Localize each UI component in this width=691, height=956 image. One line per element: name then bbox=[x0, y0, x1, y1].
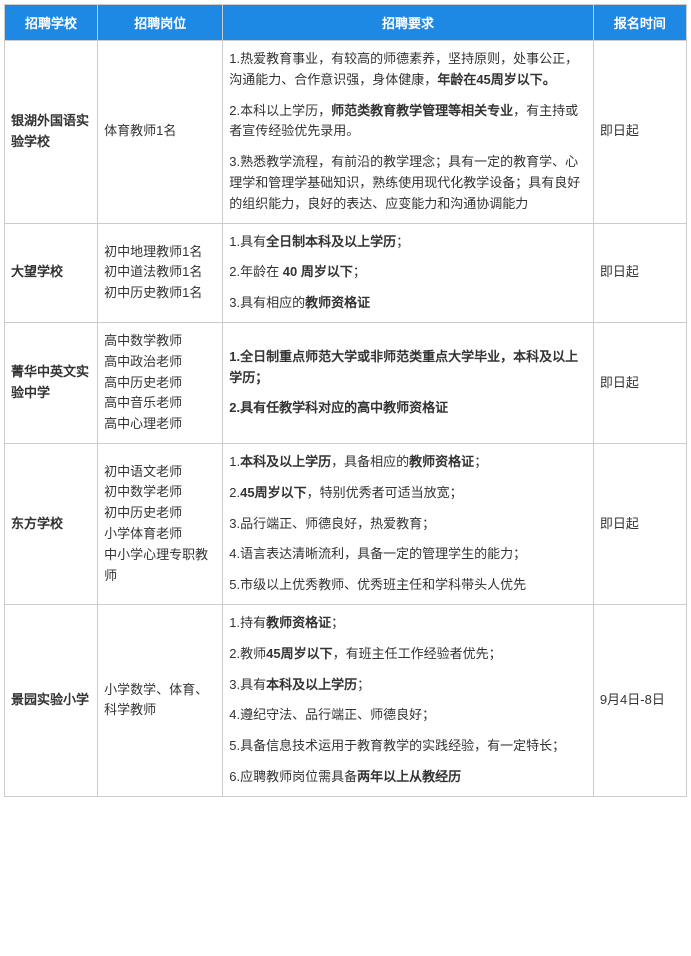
cell-requirement: 1.具有全日制本科及以上学历；2.年龄在 40 周岁以下；3.具有相应的教师资格… bbox=[223, 223, 594, 322]
cell-time: 即日起 bbox=[593, 223, 686, 322]
position-line: 高中历史老师 bbox=[104, 373, 216, 394]
cell-position: 初中语文老师初中数学老师初中历史老师小学体育老师中小学心理专职教师 bbox=[98, 443, 223, 604]
cell-school: 东方学校 bbox=[5, 443, 98, 604]
cell-time: 即日起 bbox=[593, 41, 686, 224]
position-line: 高中音乐老师 bbox=[104, 393, 216, 414]
table-row: 银湖外国语实验学校体育教师1名 1.热爱教育事业，有较高的师德素养，坚持原则，处事… bbox=[5, 41, 687, 224]
header-position: 招聘岗位 bbox=[98, 5, 223, 41]
cell-school: 银湖外国语实验学校 bbox=[5, 41, 98, 224]
recruitment-table: 招聘学校 招聘岗位 招聘要求 报名时间 银湖外国语实验学校体育教师1名 1.热爱教… bbox=[4, 4, 687, 797]
position-line: 初中历史老师 bbox=[104, 503, 216, 524]
position-line: 初中历史教师1名 bbox=[104, 283, 216, 304]
position-line: 小学体育老师 bbox=[104, 524, 216, 545]
cell-school: 大望学校 bbox=[5, 223, 98, 322]
position-line: 初中数学老师 bbox=[104, 482, 216, 503]
position-line: 初中地理教师1名 bbox=[104, 242, 216, 263]
position-line: 初中语文老师 bbox=[104, 462, 216, 483]
position-line: 高中数学教师 bbox=[104, 331, 216, 352]
table-row: 景园实验小学小学数学、体育、科学教师1.持有教师资格证；2.教师45周岁以下，有… bbox=[5, 604, 687, 796]
position-line: 中小学心理专职教师 bbox=[104, 545, 216, 587]
cell-time: 9月4日-8日 bbox=[593, 604, 686, 796]
cell-position: 小学数学、体育、科学教师 bbox=[98, 604, 223, 796]
position-line: 高中心理老师 bbox=[104, 414, 216, 435]
position-line: 高中政治老师 bbox=[104, 352, 216, 373]
table-row: 菁华中英文实验中学高中数学教师高中政治老师高中历史老师高中音乐老师高中心理老师1… bbox=[5, 322, 687, 443]
cell-position: 初中地理教师1名初中道法教师1名初中历史教师1名 bbox=[98, 223, 223, 322]
cell-school: 菁华中英文实验中学 bbox=[5, 322, 98, 443]
cell-time: 即日起 bbox=[593, 443, 686, 604]
cell-school: 景园实验小学 bbox=[5, 604, 98, 796]
header-requirement: 招聘要求 bbox=[223, 5, 594, 41]
table-row: 大望学校初中地理教师1名初中道法教师1名初中历史教师1名1.具有全日制本科及以上… bbox=[5, 223, 687, 322]
header-school: 招聘学校 bbox=[5, 5, 98, 41]
cell-position: 体育教师1名 bbox=[98, 41, 223, 224]
cell-requirement: 1.持有教师资格证；2.教师45周岁以下，有班主任工作经验者优先；3.具有本科及… bbox=[223, 604, 594, 796]
cell-requirement: 1.全日制重点师范大学或非师范类重点大学毕业，本科及以上学历；2.具有任教学科对… bbox=[223, 322, 594, 443]
cell-position: 高中数学教师高中政治老师高中历史老师高中音乐老师高中心理老师 bbox=[98, 322, 223, 443]
cell-time: 即日起 bbox=[593, 322, 686, 443]
position-line: 小学数学、体育、科学教师 bbox=[104, 680, 216, 722]
table-row: 东方学校初中语文老师初中数学老师初中历史老师小学体育老师中小学心理专职教师1.本… bbox=[5, 443, 687, 604]
table-header-row: 招聘学校 招聘岗位 招聘要求 报名时间 bbox=[5, 5, 687, 41]
position-line: 体育教师1名 bbox=[104, 121, 216, 142]
position-line: 初中道法教师1名 bbox=[104, 262, 216, 283]
cell-requirement: 1.热爱教育事业，有较高的师德素养，坚持原则，处事公正，沟通能力、合作意识强，身… bbox=[223, 41, 594, 224]
cell-requirement: 1.本科及以上学历，具备相应的教师资格证；2.45周岁以下，特别优秀者可适当放宽… bbox=[223, 443, 594, 604]
table-body: 银湖外国语实验学校体育教师1名 1.热爱教育事业，有较高的师德素养，坚持原则，处事… bbox=[5, 41, 687, 797]
header-time: 报名时间 bbox=[593, 5, 686, 41]
